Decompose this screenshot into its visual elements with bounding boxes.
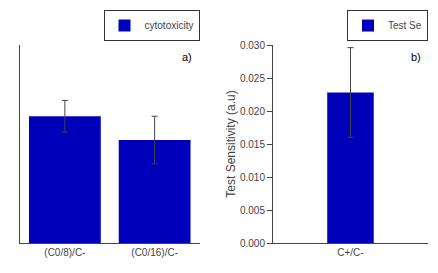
svg-text:Test Se: Test Se	[388, 20, 422, 31]
svg-text:0.030: 0.030	[240, 40, 265, 51]
svg-text:0.010: 0.010	[240, 172, 265, 183]
svg-text:cytotoxicity: cytotoxicity	[145, 20, 194, 31]
svg-text:0.005: 0.005	[240, 205, 265, 216]
svg-text:b): b)	[411, 51, 421, 63]
svg-text:(C0/8)/C-: (C0/8)/C-	[44, 247, 85, 258]
svg-text:0.020: 0.020	[240, 106, 265, 117]
svg-text:0.015: 0.015	[240, 139, 265, 150]
svg-text:0.025: 0.025	[240, 73, 265, 84]
svg-text:(C0/16)/C-: (C0/16)/C-	[131, 247, 178, 258]
svg-text:C+/C-: C+/C-	[337, 247, 363, 258]
svg-text:Test Sensitivity (a.u): Test Sensitivity (a.u)	[224, 90, 238, 197]
svg-text:0.000: 0.000	[240, 238, 265, 249]
svg-text:a): a)	[182, 51, 192, 63]
